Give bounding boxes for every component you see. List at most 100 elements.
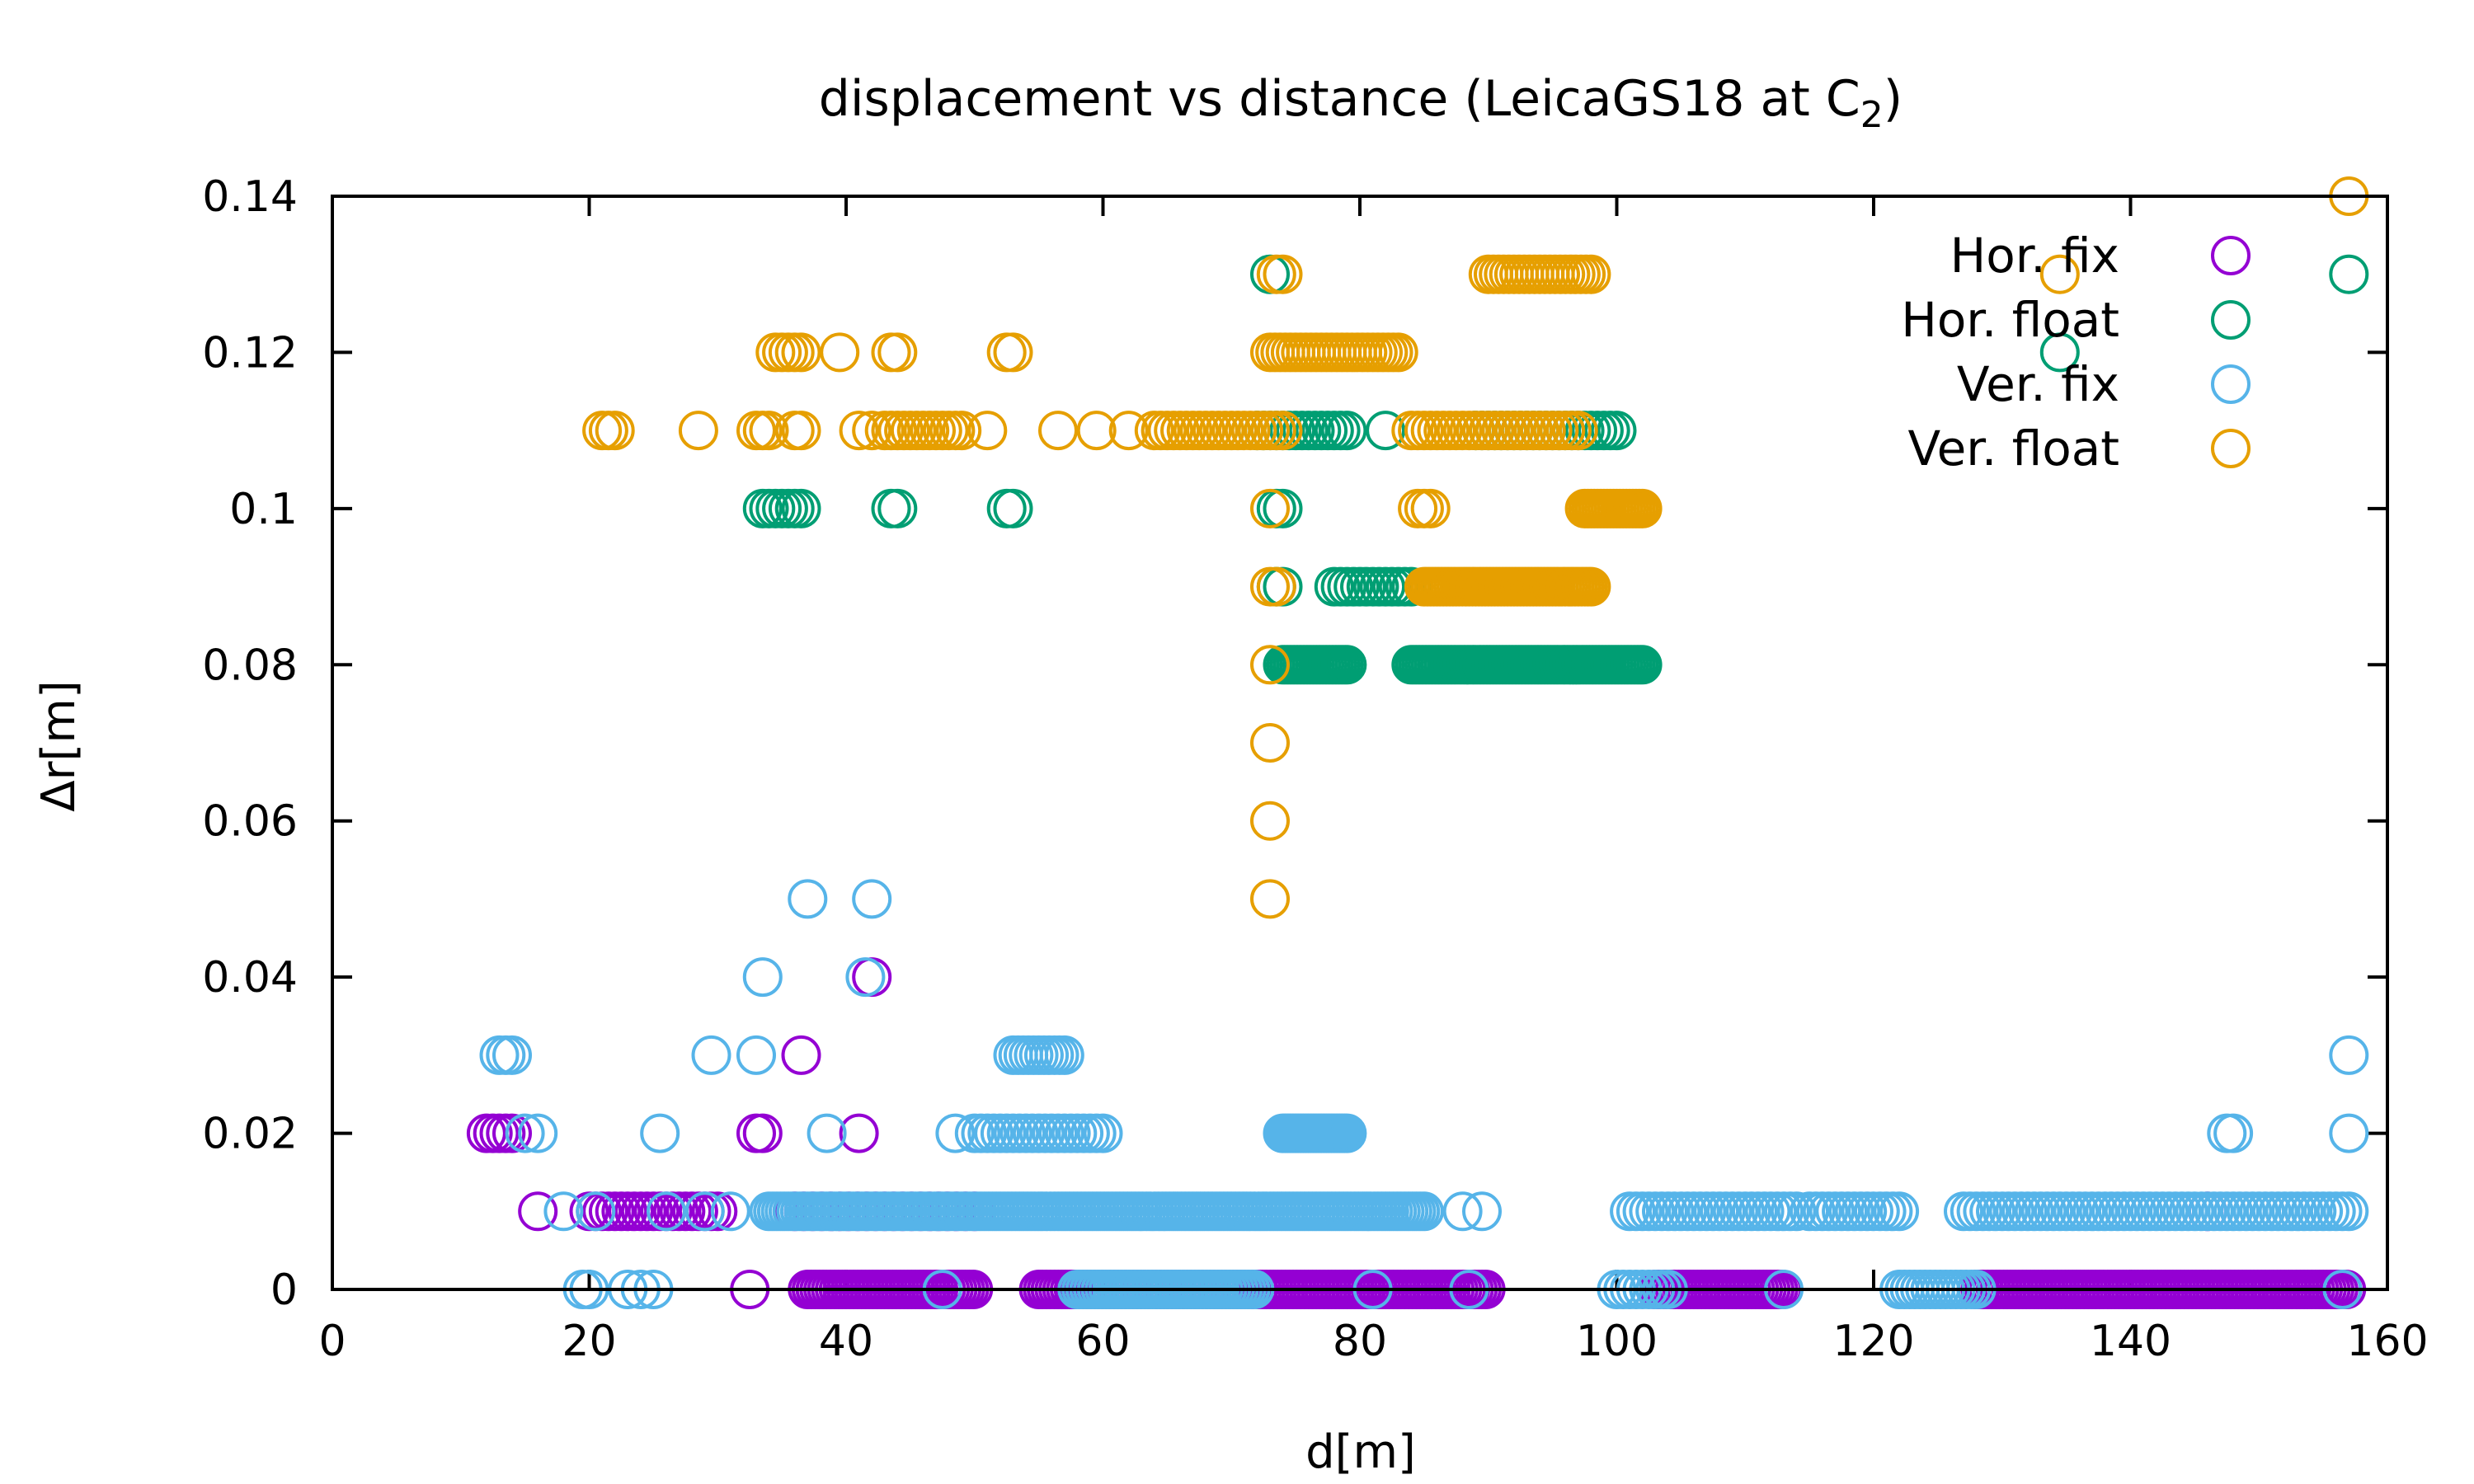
legend-label: Ver. fix — [1957, 356, 2119, 412]
data-point — [1108, 411, 1149, 451]
data-point — [1263, 488, 1303, 528]
y-axis-label: Δr[m] — [32, 680, 86, 812]
data-point — [1597, 411, 1637, 451]
data-point — [518, 1113, 558, 1153]
data-point — [1366, 411, 1406, 451]
data-point — [1558, 411, 1598, 451]
data-point — [1250, 488, 1290, 528]
x-tick-label: 100 — [1576, 1317, 1658, 1366]
data-point — [852, 879, 892, 919]
data-point — [942, 411, 982, 451]
y-tick-label: 0.12 — [202, 328, 298, 378]
x-tick-label: 40 — [819, 1317, 873, 1366]
data-point — [993, 488, 1033, 528]
data-point — [781, 411, 821, 451]
data-point — [781, 1035, 821, 1075]
data-point — [749, 411, 789, 451]
data-point — [1571, 566, 1611, 607]
data-point — [1622, 488, 1663, 528]
data-point — [698, 1191, 738, 1232]
data-point — [505, 1113, 545, 1153]
legend-marker — [2211, 236, 2251, 275]
legend-label: Ver. float — [1907, 420, 2119, 477]
data-point — [691, 1035, 731, 1075]
data-point — [742, 1113, 783, 1153]
data-point — [1410, 488, 1451, 528]
data-point — [1250, 723, 1290, 763]
data-point — [1327, 1113, 1367, 1153]
y-tick-label: 0.02 — [202, 1110, 298, 1159]
data-point — [839, 411, 879, 451]
data-point — [852, 411, 892, 451]
data-point — [1404, 1191, 1444, 1232]
data-point — [1038, 411, 1078, 451]
x-axis-label: d[m] — [1305, 1425, 1416, 1479]
data-point — [2329, 254, 2369, 294]
chart-title-subscript: 2 — [1860, 94, 1884, 136]
y-tick-label: 0.08 — [202, 641, 298, 690]
y-tick-label: 0 — [270, 1266, 298, 1315]
data-point — [492, 1035, 532, 1075]
chart-title: displacement vs distance (LeicaGS18 at C… — [819, 70, 1903, 136]
data-point — [877, 332, 918, 373]
data-point — [820, 332, 860, 373]
data-point — [1263, 411, 1303, 451]
data-point — [967, 411, 1008, 451]
data-point — [678, 411, 718, 451]
data-point — [2329, 1035, 2369, 1075]
plot-frame — [331, 195, 2389, 1291]
data-point — [807, 1113, 847, 1153]
data-point — [1076, 411, 1117, 451]
x-tick-label: 160 — [2346, 1317, 2428, 1366]
data-point — [1622, 645, 1663, 685]
axis-ticks: 0 20 40 60 80 100 120 140 160 0 0.02 0.04 0.06 0.08 0.… — [202, 172, 2428, 1366]
x-tick-label: 0 — [318, 1317, 346, 1366]
data-point — [543, 1191, 584, 1232]
data-point — [1442, 1191, 1483, 1232]
data-point — [877, 488, 918, 528]
y-tick-label: 0.04 — [202, 953, 298, 1003]
data-point — [1776, 1191, 1817, 1232]
legend-marker — [2211, 364, 2251, 404]
data-point — [1327, 411, 1367, 451]
series-2 — [479, 879, 2369, 1309]
data-point — [742, 957, 783, 998]
y-tick-label: 0.1 — [229, 485, 298, 534]
data-point — [2039, 332, 2080, 373]
chart-title-suffix: ) — [1884, 70, 1903, 128]
data-point — [1044, 1035, 1084, 1075]
data-point — [2329, 1113, 2369, 1153]
data-point — [576, 1191, 616, 1232]
data-point — [640, 1113, 680, 1153]
data-point — [1250, 879, 1290, 919]
data-point — [781, 488, 821, 528]
data-point — [1879, 1191, 1920, 1232]
series-3 — [582, 176, 2369, 919]
legend-marker — [2211, 300, 2251, 340]
data-point — [1462, 1191, 1502, 1232]
data-point — [1378, 332, 1418, 373]
legend-marker — [2211, 429, 2251, 468]
data-point — [1327, 645, 1367, 685]
data-point — [788, 879, 828, 919]
legend: Hor. fix Hor. float Ver. fix Ver. float — [1901, 228, 2251, 477]
data-point — [647, 1191, 686, 1232]
x-tick-label: 60 — [1075, 1317, 1130, 1366]
x-tick-label: 20 — [562, 1317, 616, 1366]
data-point — [781, 332, 821, 373]
data-point — [1083, 1113, 1123, 1153]
data-point — [684, 1191, 725, 1232]
y-tick-label: 0.06 — [202, 797, 298, 847]
y-tick-label: 0.14 — [202, 172, 298, 222]
data-point — [1250, 801, 1290, 841]
x-tick-label: 80 — [1333, 1317, 1387, 1366]
data-point — [710, 1191, 750, 1232]
data-point — [1250, 645, 1290, 685]
data-point — [1256, 566, 1296, 607]
data-point — [595, 411, 635, 451]
legend-label: Hor. fix — [1950, 228, 2119, 284]
data-point — [845, 957, 886, 998]
legend-label: Hor. float — [1901, 292, 2119, 348]
